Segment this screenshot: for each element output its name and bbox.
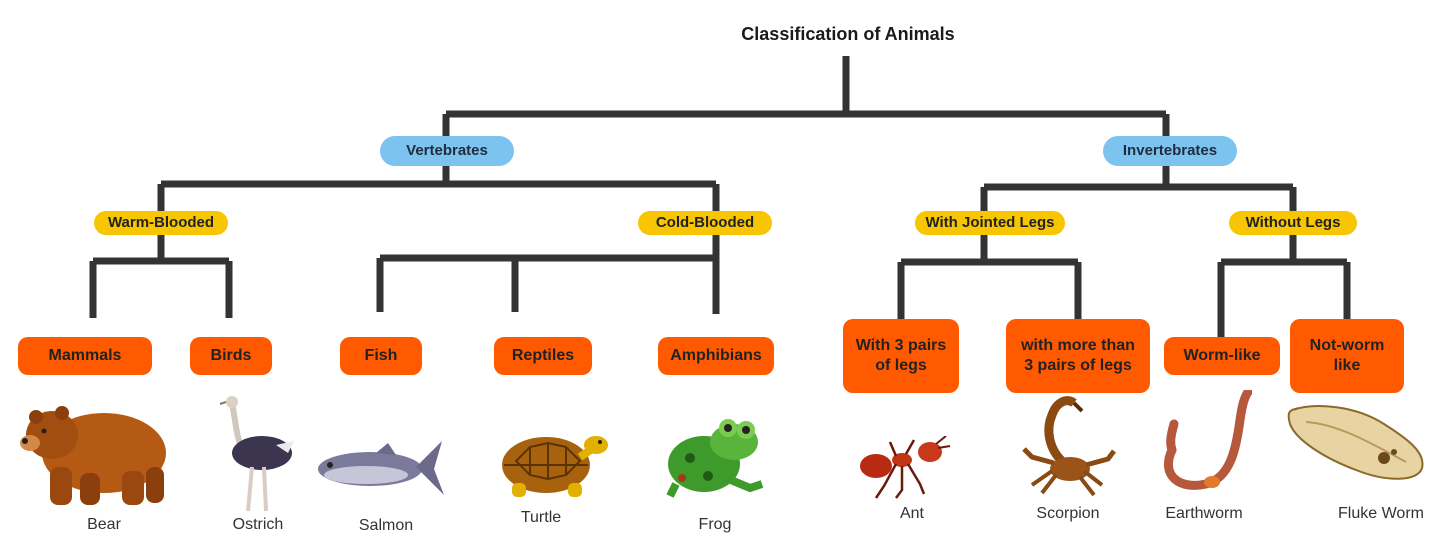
caption-frog: Frog xyxy=(698,516,732,533)
caption-scorpion: Scorpion xyxy=(1036,505,1100,522)
caption-turtle: Turtle xyxy=(520,509,562,526)
node-reptiles: Reptiles xyxy=(494,337,592,375)
caption-ant: Ant xyxy=(899,505,924,522)
node-amphibians: Amphibians xyxy=(658,337,774,375)
ostrich-picture xyxy=(219,396,294,512)
node-vertebrates: Vertebrates xyxy=(380,136,514,166)
node-warm-blooded: Warm-Blooded xyxy=(94,211,228,235)
connector-cold-blooded xyxy=(376,234,720,314)
caption-salmon: Salmon xyxy=(358,517,414,534)
turtle-picture xyxy=(502,436,608,497)
node-invertebrates: Invertebrates xyxy=(1103,136,1237,166)
node-more-pairs-legs: with more than 3 pairs of legs xyxy=(1006,319,1150,393)
node-cold-blooded: Cold-Blooded xyxy=(638,211,772,235)
node-three-pairs-legs: With 3 pairs of legs xyxy=(843,319,959,393)
node-with-jointed-legs: With Jointed Legs xyxy=(915,211,1065,235)
caption-earthworm: Earthworm xyxy=(1165,505,1243,522)
node-birds: Birds xyxy=(190,337,272,375)
node-mammals: Mammals xyxy=(18,337,152,375)
caption-fluke-worm: Fluke Worm xyxy=(1338,505,1424,522)
connector-warm-blooded xyxy=(89,234,233,318)
connector-without-legs xyxy=(1217,234,1351,338)
salmon-picture xyxy=(318,441,444,495)
connector-jointed-legs xyxy=(897,234,1082,320)
earthworm-picture xyxy=(1163,390,1252,490)
connector-vertebrates xyxy=(157,162,720,212)
ant-picture xyxy=(860,436,951,499)
diagram-title: Classification of Animals xyxy=(741,24,955,44)
caption-ostrich: Ostrich xyxy=(232,516,284,533)
node-not-worm-like: Not-worm like xyxy=(1290,319,1404,393)
bear-picture xyxy=(20,406,166,505)
connector-root xyxy=(442,56,1170,140)
connector-invertebrates xyxy=(980,162,1297,212)
frog-picture xyxy=(666,419,764,498)
scorpion-picture xyxy=(1022,396,1116,497)
node-without-legs: Without Legs xyxy=(1229,211,1357,235)
node-fish: Fish xyxy=(340,337,422,375)
fluke-worm-picture xyxy=(1287,405,1424,480)
caption-bear: Bear xyxy=(87,516,121,533)
node-worm-like: Worm-like xyxy=(1164,337,1280,375)
